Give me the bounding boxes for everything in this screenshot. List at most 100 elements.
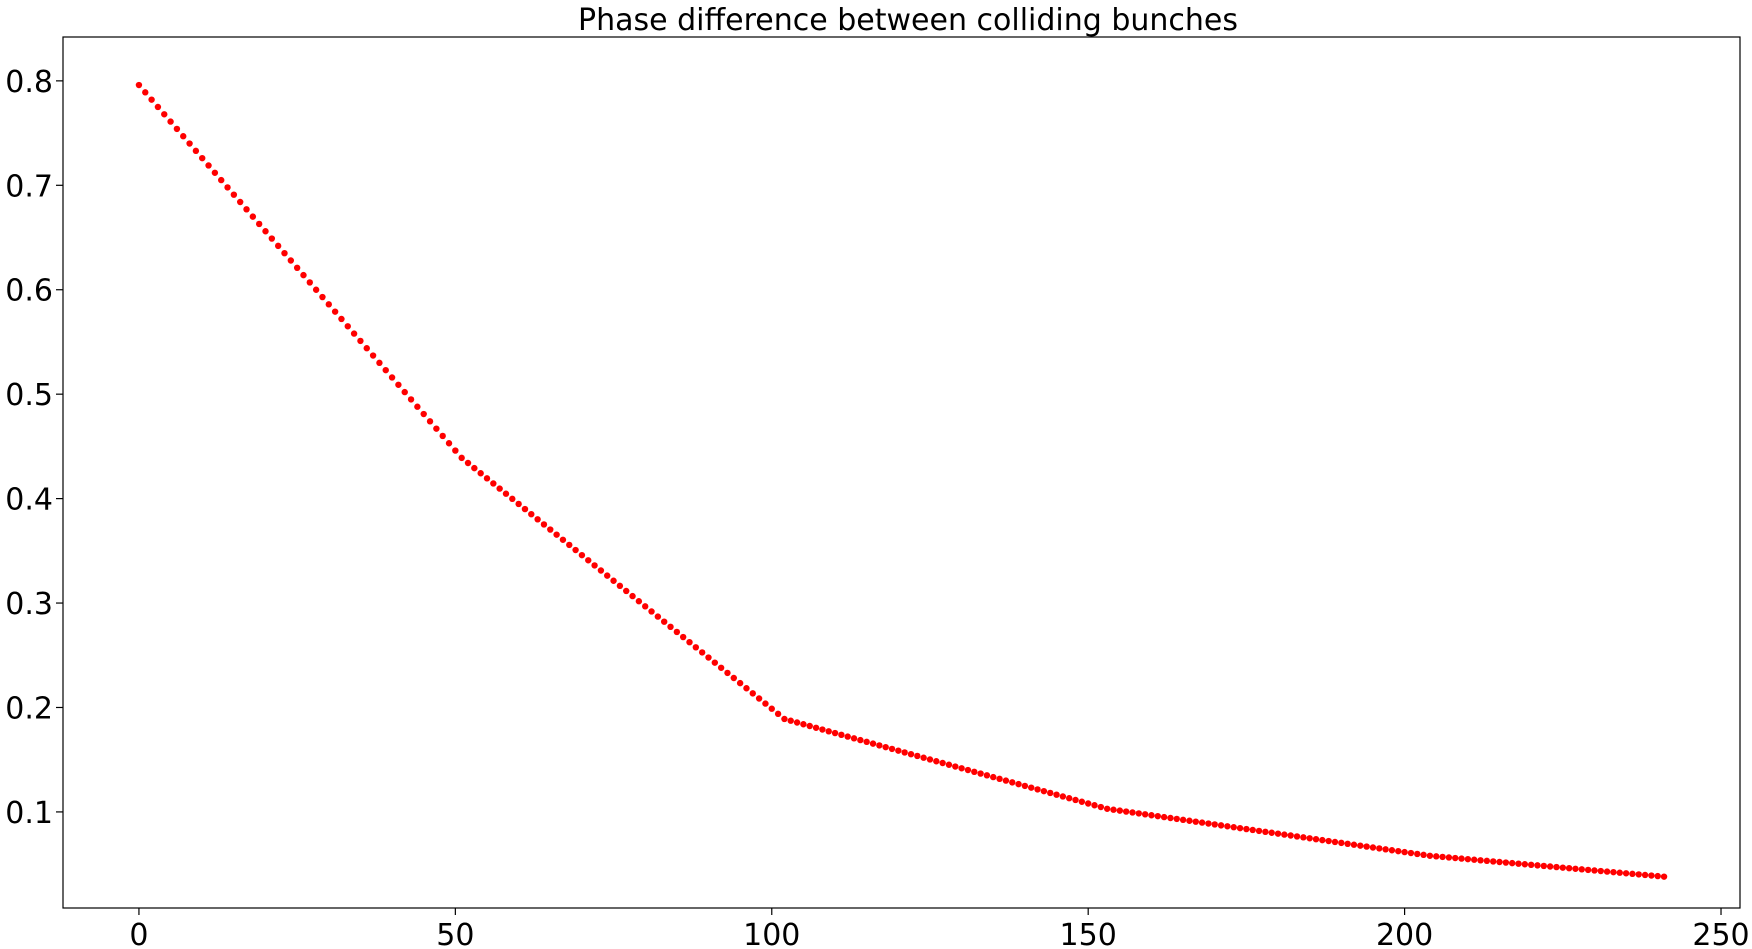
data-point bbox=[755, 695, 763, 702]
data-point bbox=[331, 308, 339, 315]
data-point bbox=[1097, 803, 1105, 811]
data-point bbox=[869, 740, 877, 747]
data-point bbox=[1040, 787, 1048, 795]
data-point bbox=[1407, 849, 1415, 857]
data-point bbox=[1527, 861, 1535, 869]
data-point bbox=[1344, 840, 1351, 847]
data-point bbox=[793, 719, 801, 726]
data-point bbox=[1249, 826, 1256, 834]
data-point bbox=[1021, 782, 1029, 790]
data-point bbox=[1268, 829, 1275, 836]
y-axis: 0.1 0.2 0.3 0.4 0.5 0.6 0.7 0.8 bbox=[5, 65, 63, 831]
data-point bbox=[1515, 860, 1522, 867]
data-point bbox=[901, 749, 908, 756]
data-point bbox=[1059, 793, 1067, 800]
data-point bbox=[490, 480, 497, 487]
data-point bbox=[920, 754, 927, 761]
data-point bbox=[407, 396, 415, 403]
data-point bbox=[698, 649, 706, 656]
data-point bbox=[1553, 863, 1560, 871]
data-point bbox=[1395, 847, 1402, 855]
data-point bbox=[369, 352, 377, 359]
data-series bbox=[135, 81, 1668, 880]
data-point bbox=[559, 536, 567, 543]
data-point bbox=[312, 286, 320, 293]
data-point bbox=[553, 531, 560, 538]
data-point bbox=[736, 679, 744, 687]
data-point bbox=[414, 403, 421, 410]
data-point bbox=[1490, 858, 1497, 865]
data-point bbox=[724, 669, 731, 677]
data-point bbox=[1452, 854, 1459, 862]
data-point bbox=[135, 81, 143, 89]
data-point bbox=[585, 557, 592, 564]
data-point bbox=[1578, 866, 1585, 873]
data-point bbox=[1015, 780, 1022, 788]
data-point bbox=[363, 345, 370, 352]
data-point bbox=[1464, 855, 1472, 863]
data-point bbox=[876, 742, 883, 749]
data-point bbox=[1565, 865, 1573, 872]
data-point bbox=[660, 618, 668, 625]
data-point bbox=[1521, 861, 1529, 868]
data-point bbox=[167, 118, 174, 125]
data-point bbox=[1376, 845, 1383, 852]
data-point bbox=[964, 766, 972, 774]
data-point bbox=[888, 745, 896, 753]
data-point bbox=[344, 323, 351, 330]
data-point bbox=[1179, 816, 1187, 824]
data-point bbox=[1325, 837, 1332, 845]
y-tick-label: 0.3 bbox=[5, 587, 53, 622]
data-point bbox=[1508, 859, 1516, 867]
data-point bbox=[1034, 786, 1041, 793]
data-point bbox=[1559, 864, 1567, 871]
data-point bbox=[300, 271, 307, 279]
data-point bbox=[1572, 865, 1579, 872]
data-point bbox=[952, 763, 959, 770]
data-point bbox=[1192, 818, 1199, 825]
data-point bbox=[1433, 853, 1440, 860]
data-point bbox=[863, 738, 870, 746]
data-point bbox=[458, 454, 465, 462]
data-point bbox=[1072, 796, 1079, 804]
data-point bbox=[1496, 858, 1503, 866]
data-point bbox=[717, 664, 725, 671]
x-axis: 0 50 100 150 200 250 bbox=[129, 908, 1750, 949]
data-point bbox=[1439, 853, 1446, 861]
data-point bbox=[1287, 832, 1294, 839]
data-point bbox=[502, 490, 510, 497]
data-point bbox=[262, 228, 269, 235]
data-point bbox=[1154, 812, 1162, 820]
data-point bbox=[914, 752, 921, 760]
data-point bbox=[1084, 800, 1092, 807]
y-tick-label: 0.6 bbox=[5, 274, 53, 309]
data-point bbox=[1167, 814, 1174, 822]
data-point bbox=[895, 747, 902, 754]
data-point bbox=[692, 644, 700, 651]
data-point bbox=[623, 587, 630, 595]
data-point bbox=[1103, 805, 1111, 812]
data-point bbox=[1426, 852, 1434, 859]
data-point bbox=[907, 750, 915, 758]
data-point bbox=[319, 293, 326, 301]
data-point bbox=[1616, 869, 1623, 876]
data-point bbox=[515, 500, 522, 508]
data-point bbox=[566, 541, 573, 549]
data-point bbox=[1471, 856, 1478, 863]
data-point bbox=[445, 440, 453, 447]
data-point bbox=[1477, 857, 1484, 864]
data-point bbox=[547, 526, 554, 533]
data-point bbox=[1224, 823, 1231, 830]
data-point bbox=[477, 470, 484, 477]
data-point bbox=[705, 654, 712, 661]
data-point bbox=[287, 257, 295, 264]
data-point bbox=[1255, 827, 1263, 835]
data-point bbox=[382, 366, 389, 374]
data-point bbox=[521, 505, 529, 513]
y-tick-label: 0.7 bbox=[5, 169, 53, 204]
data-point bbox=[218, 176, 225, 184]
x-tick-label: 250 bbox=[1692, 918, 1749, 949]
y-tick-label: 0.4 bbox=[5, 483, 53, 518]
data-point bbox=[376, 359, 383, 367]
